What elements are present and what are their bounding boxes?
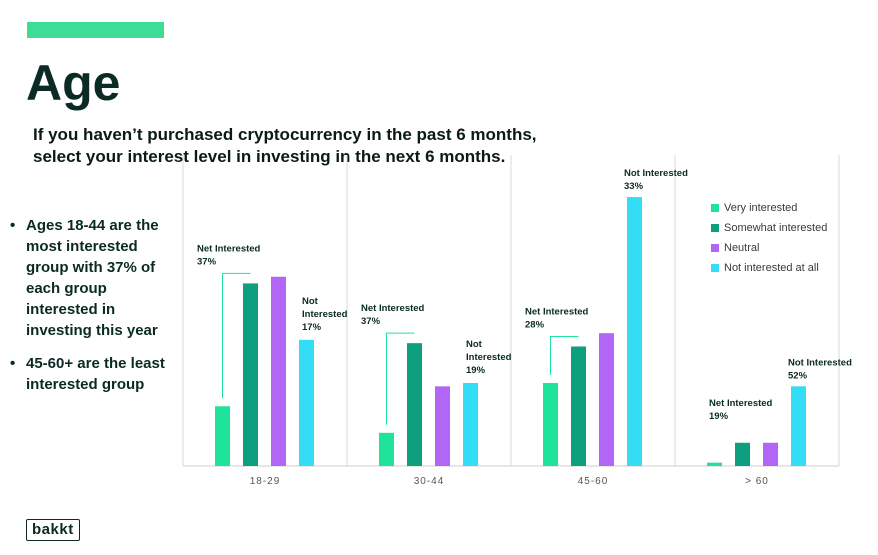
legend-item: Somewhat interested <box>711 218 827 238</box>
bar-neutral <box>271 276 286 466</box>
legend-item: Neutral <box>711 238 827 258</box>
not-interested-value: 17% <box>302 322 322 333</box>
bar-very-interested <box>379 432 394 466</box>
legend-label: Very interested <box>724 202 798 214</box>
bakkt-logo: bakkt <box>26 519 80 541</box>
bar-not-interested-at-all <box>463 383 478 466</box>
bar-neutral <box>763 442 778 466</box>
net-interested-label: Net Interested <box>197 243 261 254</box>
not-interested-label: Not Interested <box>624 168 688 179</box>
not-interested-value: 52% <box>788 370 808 381</box>
legend-swatch <box>711 264 719 272</box>
chart-legend: Very interested Somewhat interested Neutra… <box>711 198 827 278</box>
bar-not-interested-at-all <box>791 386 806 466</box>
bar-somewhat-interested <box>571 346 586 466</box>
bar-neutral <box>599 333 614 466</box>
not-interested-label: Interested <box>302 309 348 320</box>
not-interested-label: Not <box>466 339 483 350</box>
legend-swatch <box>711 244 719 252</box>
net-interested-value: 28% <box>525 319 545 330</box>
legend-item: Very interested <box>711 198 827 218</box>
x-tick-label: 30-44 <box>414 476 445 487</box>
net-interested-bracket <box>550 335 579 375</box>
x-tick-label: 45-60 <box>578 476 609 487</box>
bar-very-interested <box>543 383 558 466</box>
bar-somewhat-interested <box>407 343 422 466</box>
key-finding-2: 45-60+ are the least interested group <box>8 353 173 395</box>
accent-bar <box>27 22 164 38</box>
legend-label: Neutral <box>724 242 760 254</box>
bar-very-interested <box>215 406 230 466</box>
page-title: Age <box>26 55 121 111</box>
legend-item: Not interested at all <box>711 258 827 278</box>
x-tick-label: > 60 <box>745 476 769 487</box>
bar-not-interested-at-all <box>627 197 642 466</box>
x-tick-label: 18-29 <box>250 476 281 487</box>
legend-label: Not interested at all <box>724 262 819 274</box>
net-interested-label: Net Interested <box>361 303 425 314</box>
net-interested-label: Net Interested <box>525 306 589 317</box>
not-interested-label: Not <box>302 296 319 307</box>
bar-neutral <box>435 386 450 466</box>
key-findings-list: Ages 18-44 are the most interested group… <box>8 215 173 407</box>
not-interested-label: Not Interested <box>788 357 852 368</box>
legend-swatch <box>711 204 719 212</box>
bar-somewhat-interested <box>243 283 258 466</box>
bar-very-interested <box>707 462 722 466</box>
not-interested-value: 19% <box>466 365 486 376</box>
bar-somewhat-interested <box>735 442 750 466</box>
legend-swatch <box>711 224 719 232</box>
key-finding-1: Ages 18-44 are the most interested group… <box>8 215 173 341</box>
net-interested-value: 37% <box>197 256 217 267</box>
net-interested-value: 19% <box>709 411 729 422</box>
bar-not-interested-at-all <box>299 339 314 466</box>
net-interested-bracket <box>386 332 415 425</box>
subtitle-line-2: select your interest level in investing … <box>33 147 506 166</box>
net-interested-label: Net Interested <box>709 398 773 409</box>
subtitle-line-1: If you haven’t purchased cryptocurrency … <box>33 125 537 144</box>
page-subtitle: If you haven’t purchased cryptocurrency … <box>33 124 593 168</box>
net-interested-value: 37% <box>361 316 381 327</box>
not-interested-label: Interested <box>466 352 512 363</box>
net-interested-bracket <box>222 272 251 399</box>
legend-label: Somewhat interested <box>724 222 828 234</box>
not-interested-value: 33% <box>624 181 644 192</box>
